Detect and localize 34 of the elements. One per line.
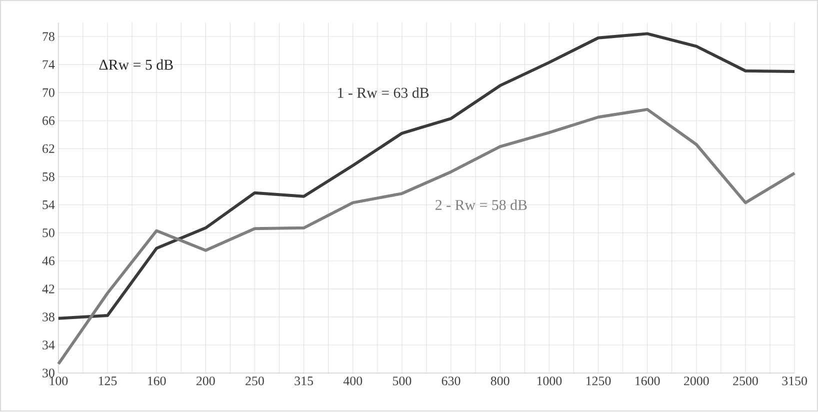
y-tick-label: 62 [42, 144, 54, 154]
y-tick-label: 58 [42, 172, 54, 182]
series-label: 2 - Rw = 58 dB [436, 200, 527, 210]
x-tick-label: 1000 [537, 376, 562, 386]
y-tick-label: 30 [42, 368, 54, 378]
x-tick-label: 315 [294, 376, 313, 386]
y-tick-label: 46 [42, 256, 55, 266]
y-tick-label: 74 [42, 60, 55, 70]
y-tick-label: 34 [42, 340, 55, 350]
y-tick-label: 38 [42, 312, 54, 322]
y-tick-label: 66 [42, 116, 55, 126]
x-tick-label: 1250 [586, 376, 611, 386]
x-tick-label: 1600 [636, 376, 660, 386]
x-tick-label: 2000 [684, 376, 709, 386]
y-tick-label: 78 [42, 32, 54, 42]
y-tick-label: 54 [42, 200, 55, 210]
x-tick-label: 250 [246, 376, 264, 386]
x-tick-label: 160 [148, 376, 166, 386]
line-series [56, 32, 796, 320]
y-tick-label: 70 [42, 88, 54, 98]
x-tick-label: 800 [490, 376, 510, 386]
x-tick-label: 2500 [733, 376, 758, 386]
x-tick-label: 500 [393, 376, 412, 386]
y-tick-label: 50 [42, 228, 54, 238]
x-tick-label: 630 [442, 376, 460, 386]
x-tick-label: 125 [98, 376, 117, 386]
x-tick-label: 100 [50, 376, 68, 386]
series-label: 1 - Rw = 63 dB [338, 88, 429, 98]
x-tick-label: 400 [343, 376, 362, 386]
x-tick-label: 200 [196, 376, 215, 386]
annotation: ΔRw = 5 dB [99, 60, 173, 70]
line-series [56, 108, 796, 366]
x-tick-label: 3150 [782, 376, 807, 386]
y-tick-label: 42 [42, 284, 54, 294]
